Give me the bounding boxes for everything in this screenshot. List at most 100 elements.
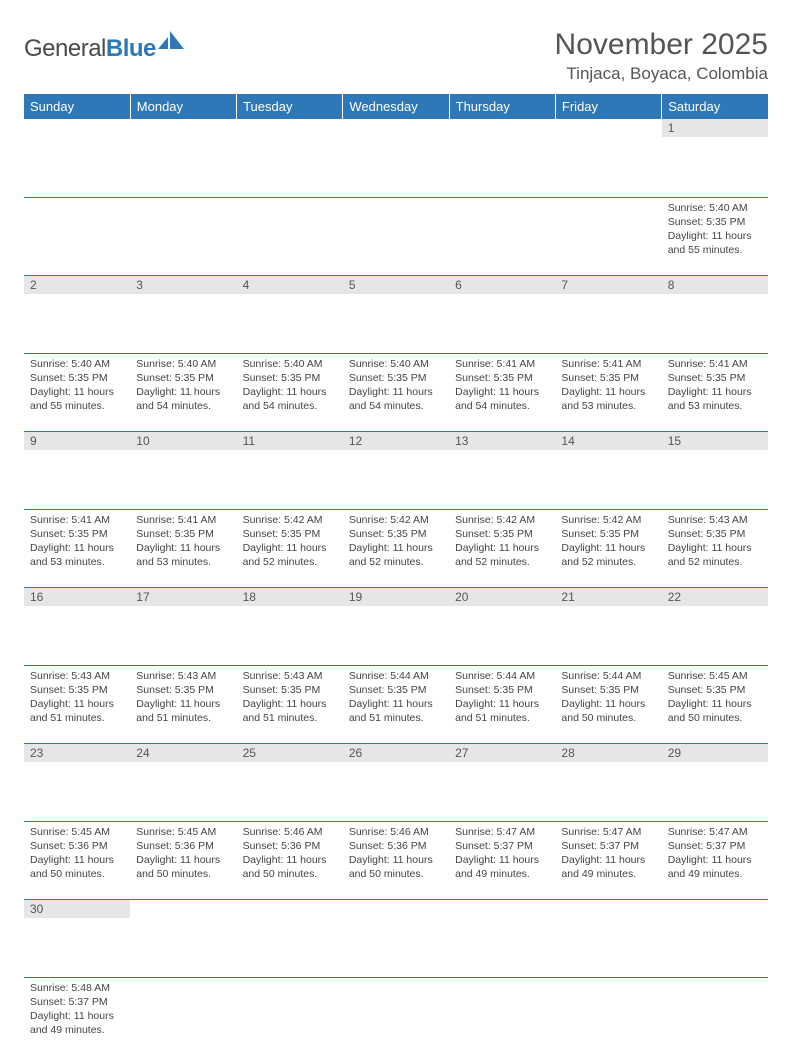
sunrise-text: Sunrise: 5:44 AM bbox=[349, 669, 443, 683]
day-details: Sunrise: 5:44 AMSunset: 5:35 PMDaylight:… bbox=[343, 666, 449, 730]
day-cell: Sunrise: 5:46 AMSunset: 5:36 PMDaylight:… bbox=[343, 821, 449, 899]
sunrise-text: Sunrise: 5:42 AM bbox=[349, 513, 443, 527]
day-number-row: 16171819202122 bbox=[24, 587, 768, 665]
header: GeneralBlue November 2025 Tinjaca, Boyac… bbox=[24, 28, 768, 84]
sunrise-text: Sunrise: 5:40 AM bbox=[30, 357, 124, 371]
day-cell: Sunrise: 5:40 AMSunset: 5:35 PMDaylight:… bbox=[24, 353, 130, 431]
day-cell bbox=[343, 197, 449, 275]
day-number: 17 bbox=[130, 588, 236, 606]
daylight-text: Daylight: 11 hours and 55 minutes. bbox=[30, 385, 124, 413]
sunrise-text: Sunrise: 5:46 AM bbox=[349, 825, 443, 839]
day-cell bbox=[343, 977, 449, 1055]
month-title: November 2025 bbox=[555, 28, 768, 62]
day-number bbox=[343, 119, 449, 123]
sunset-text: Sunset: 5:35 PM bbox=[30, 371, 124, 385]
brand-part2: Blue bbox=[106, 35, 156, 63]
day-cell: Sunrise: 5:41 AMSunset: 5:35 PMDaylight:… bbox=[130, 509, 236, 587]
sunset-text: Sunset: 5:35 PM bbox=[243, 683, 337, 697]
day-number: 19 bbox=[343, 588, 449, 606]
day-cell: Sunrise: 5:45 AMSunset: 5:36 PMDaylight:… bbox=[24, 821, 130, 899]
day-number: 14 bbox=[555, 432, 661, 450]
day-number-cell: 12 bbox=[343, 431, 449, 509]
day-number: 18 bbox=[237, 588, 343, 606]
day-number-cell: 27 bbox=[449, 743, 555, 821]
day-number bbox=[130, 119, 236, 123]
day-body-row: Sunrise: 5:45 AMSunset: 5:36 PMDaylight:… bbox=[24, 821, 768, 899]
sunrise-text: Sunrise: 5:40 AM bbox=[243, 357, 337, 371]
day-number-cell: 18 bbox=[237, 587, 343, 665]
day-number-cell: 14 bbox=[555, 431, 661, 509]
day-details: Sunrise: 5:41 AMSunset: 5:35 PMDaylight:… bbox=[24, 510, 130, 574]
day-cell: Sunrise: 5:46 AMSunset: 5:36 PMDaylight:… bbox=[237, 821, 343, 899]
day-number: 2 bbox=[24, 276, 130, 294]
day-header: Tuesday bbox=[237, 94, 343, 119]
day-number: 9 bbox=[24, 432, 130, 450]
day-cell: Sunrise: 5:41 AMSunset: 5:35 PMDaylight:… bbox=[449, 353, 555, 431]
day-number-row: 9101112131415 bbox=[24, 431, 768, 509]
day-details: Sunrise: 5:42 AMSunset: 5:35 PMDaylight:… bbox=[555, 510, 661, 574]
daylight-text: Daylight: 11 hours and 54 minutes. bbox=[349, 385, 443, 413]
day-body-row: Sunrise: 5:41 AMSunset: 5:35 PMDaylight:… bbox=[24, 509, 768, 587]
day-header: Thursday bbox=[449, 94, 555, 119]
daylight-text: Daylight: 11 hours and 51 minutes. bbox=[349, 697, 443, 725]
daylight-text: Daylight: 11 hours and 50 minutes. bbox=[349, 853, 443, 881]
day-number-cell: 28 bbox=[555, 743, 661, 821]
day-number-cell bbox=[237, 119, 343, 197]
day-number: 13 bbox=[449, 432, 555, 450]
day-details: Sunrise: 5:41 AMSunset: 5:35 PMDaylight:… bbox=[555, 354, 661, 418]
day-number-cell: 30 bbox=[24, 899, 130, 977]
day-number-cell: 9 bbox=[24, 431, 130, 509]
day-cell: Sunrise: 5:41 AMSunset: 5:35 PMDaylight:… bbox=[555, 353, 661, 431]
brand-part1: General bbox=[24, 35, 106, 63]
day-details: Sunrise: 5:40 AMSunset: 5:35 PMDaylight:… bbox=[130, 354, 236, 418]
day-number-cell bbox=[24, 119, 130, 197]
day-number-cell: 26 bbox=[343, 743, 449, 821]
day-cell bbox=[130, 197, 236, 275]
daylight-text: Daylight: 11 hours and 50 minutes. bbox=[243, 853, 337, 881]
day-number bbox=[343, 900, 449, 904]
sunset-text: Sunset: 5:36 PM bbox=[30, 839, 124, 853]
day-cell bbox=[24, 197, 130, 275]
day-details: Sunrise: 5:41 AMSunset: 5:35 PMDaylight:… bbox=[130, 510, 236, 574]
day-details: Sunrise: 5:46 AMSunset: 5:36 PMDaylight:… bbox=[343, 822, 449, 886]
day-cell bbox=[130, 977, 236, 1055]
sunset-text: Sunset: 5:35 PM bbox=[30, 527, 124, 541]
day-cell bbox=[449, 977, 555, 1055]
daylight-text: Daylight: 11 hours and 52 minutes. bbox=[455, 541, 549, 569]
day-number: 15 bbox=[662, 432, 768, 450]
day-cell: Sunrise: 5:44 AMSunset: 5:35 PMDaylight:… bbox=[449, 665, 555, 743]
day-details: Sunrise: 5:40 AMSunset: 5:35 PMDaylight:… bbox=[343, 354, 449, 418]
sunset-text: Sunset: 5:37 PM bbox=[561, 839, 655, 853]
day-number-cell: 11 bbox=[237, 431, 343, 509]
day-cell bbox=[237, 197, 343, 275]
day-details: Sunrise: 5:48 AMSunset: 5:37 PMDaylight:… bbox=[24, 978, 130, 1042]
day-number-cell: 19 bbox=[343, 587, 449, 665]
day-number-cell: 8 bbox=[662, 275, 768, 353]
day-details: Sunrise: 5:44 AMSunset: 5:35 PMDaylight:… bbox=[449, 666, 555, 730]
location: Tinjaca, Boyaca, Colombia bbox=[555, 64, 768, 84]
sunset-text: Sunset: 5:35 PM bbox=[455, 527, 549, 541]
sunrise-text: Sunrise: 5:43 AM bbox=[30, 669, 124, 683]
day-details: Sunrise: 5:43 AMSunset: 5:35 PMDaylight:… bbox=[662, 510, 768, 574]
daylight-text: Daylight: 11 hours and 53 minutes. bbox=[136, 541, 230, 569]
sunrise-text: Sunrise: 5:47 AM bbox=[561, 825, 655, 839]
sunrise-text: Sunrise: 5:45 AM bbox=[136, 825, 230, 839]
day-body-row: Sunrise: 5:40 AMSunset: 5:35 PMDaylight:… bbox=[24, 353, 768, 431]
day-details: Sunrise: 5:40 AMSunset: 5:35 PMDaylight:… bbox=[662, 198, 768, 262]
day-header: Wednesday bbox=[343, 94, 449, 119]
day-number: 1 bbox=[662, 119, 768, 137]
brand-logo: GeneralBlue bbox=[24, 28, 184, 70]
day-cell: Sunrise: 5:43 AMSunset: 5:35 PMDaylight:… bbox=[237, 665, 343, 743]
sunset-text: Sunset: 5:37 PM bbox=[30, 995, 124, 1009]
daylight-text: Daylight: 11 hours and 50 minutes. bbox=[136, 853, 230, 881]
day-cell: Sunrise: 5:40 AMSunset: 5:35 PMDaylight:… bbox=[343, 353, 449, 431]
sunset-text: Sunset: 5:37 PM bbox=[455, 839, 549, 853]
day-number-row: 2345678 bbox=[24, 275, 768, 353]
day-details: Sunrise: 5:40 AMSunset: 5:35 PMDaylight:… bbox=[237, 354, 343, 418]
daylight-text: Daylight: 11 hours and 51 minutes. bbox=[455, 697, 549, 725]
calendar-body: 1Sunrise: 5:40 AMSunset: 5:35 PMDaylight… bbox=[24, 119, 768, 1055]
sunrise-text: Sunrise: 5:40 AM bbox=[668, 201, 762, 215]
day-cell bbox=[237, 977, 343, 1055]
day-number-cell bbox=[130, 119, 236, 197]
daylight-text: Daylight: 11 hours and 50 minutes. bbox=[30, 853, 124, 881]
